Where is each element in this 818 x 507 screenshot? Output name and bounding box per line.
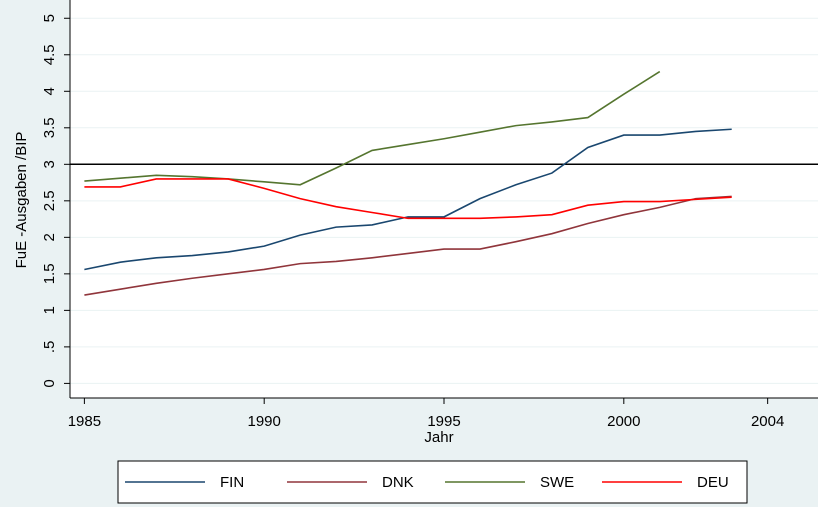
y-tick-label: 0 [41, 379, 58, 387]
legend-label: FIN [220, 474, 244, 491]
series-line [84, 70, 661, 186]
x-tick-label: 2000 [607, 413, 640, 430]
series-line [84, 128, 732, 271]
legend-label: DEU [697, 474, 729, 491]
series-line [84, 178, 732, 220]
series-line [84, 195, 732, 296]
x-axis-label: Jahr [424, 429, 453, 446]
y-tick-label: 2 [41, 233, 58, 241]
y-tick-label: 1.5 [41, 263, 58, 284]
y-tick-label: 2.5 [41, 190, 58, 211]
y-tick-label: 5 [41, 14, 58, 22]
x-tick-label: 1990 [248, 413, 281, 430]
y-tick-label: 3.5 [41, 117, 58, 138]
y-axis-label: FuE -Ausgaben /BIP [13, 132, 30, 269]
y-tick-label: 4.5 [41, 44, 58, 65]
legend-label: DNK [382, 474, 414, 491]
y-tick-label: 4 [41, 87, 58, 95]
x-tick-label: 1985 [68, 413, 101, 430]
legend-label: SWE [540, 474, 574, 491]
y-tick-label: 1 [41, 306, 58, 314]
x-tick-label: 1995 [427, 413, 460, 430]
y-tick-label: .5 [41, 341, 58, 354]
x-tick-label: 2004 [751, 413, 784, 430]
y-tick-label: 3 [41, 160, 58, 168]
